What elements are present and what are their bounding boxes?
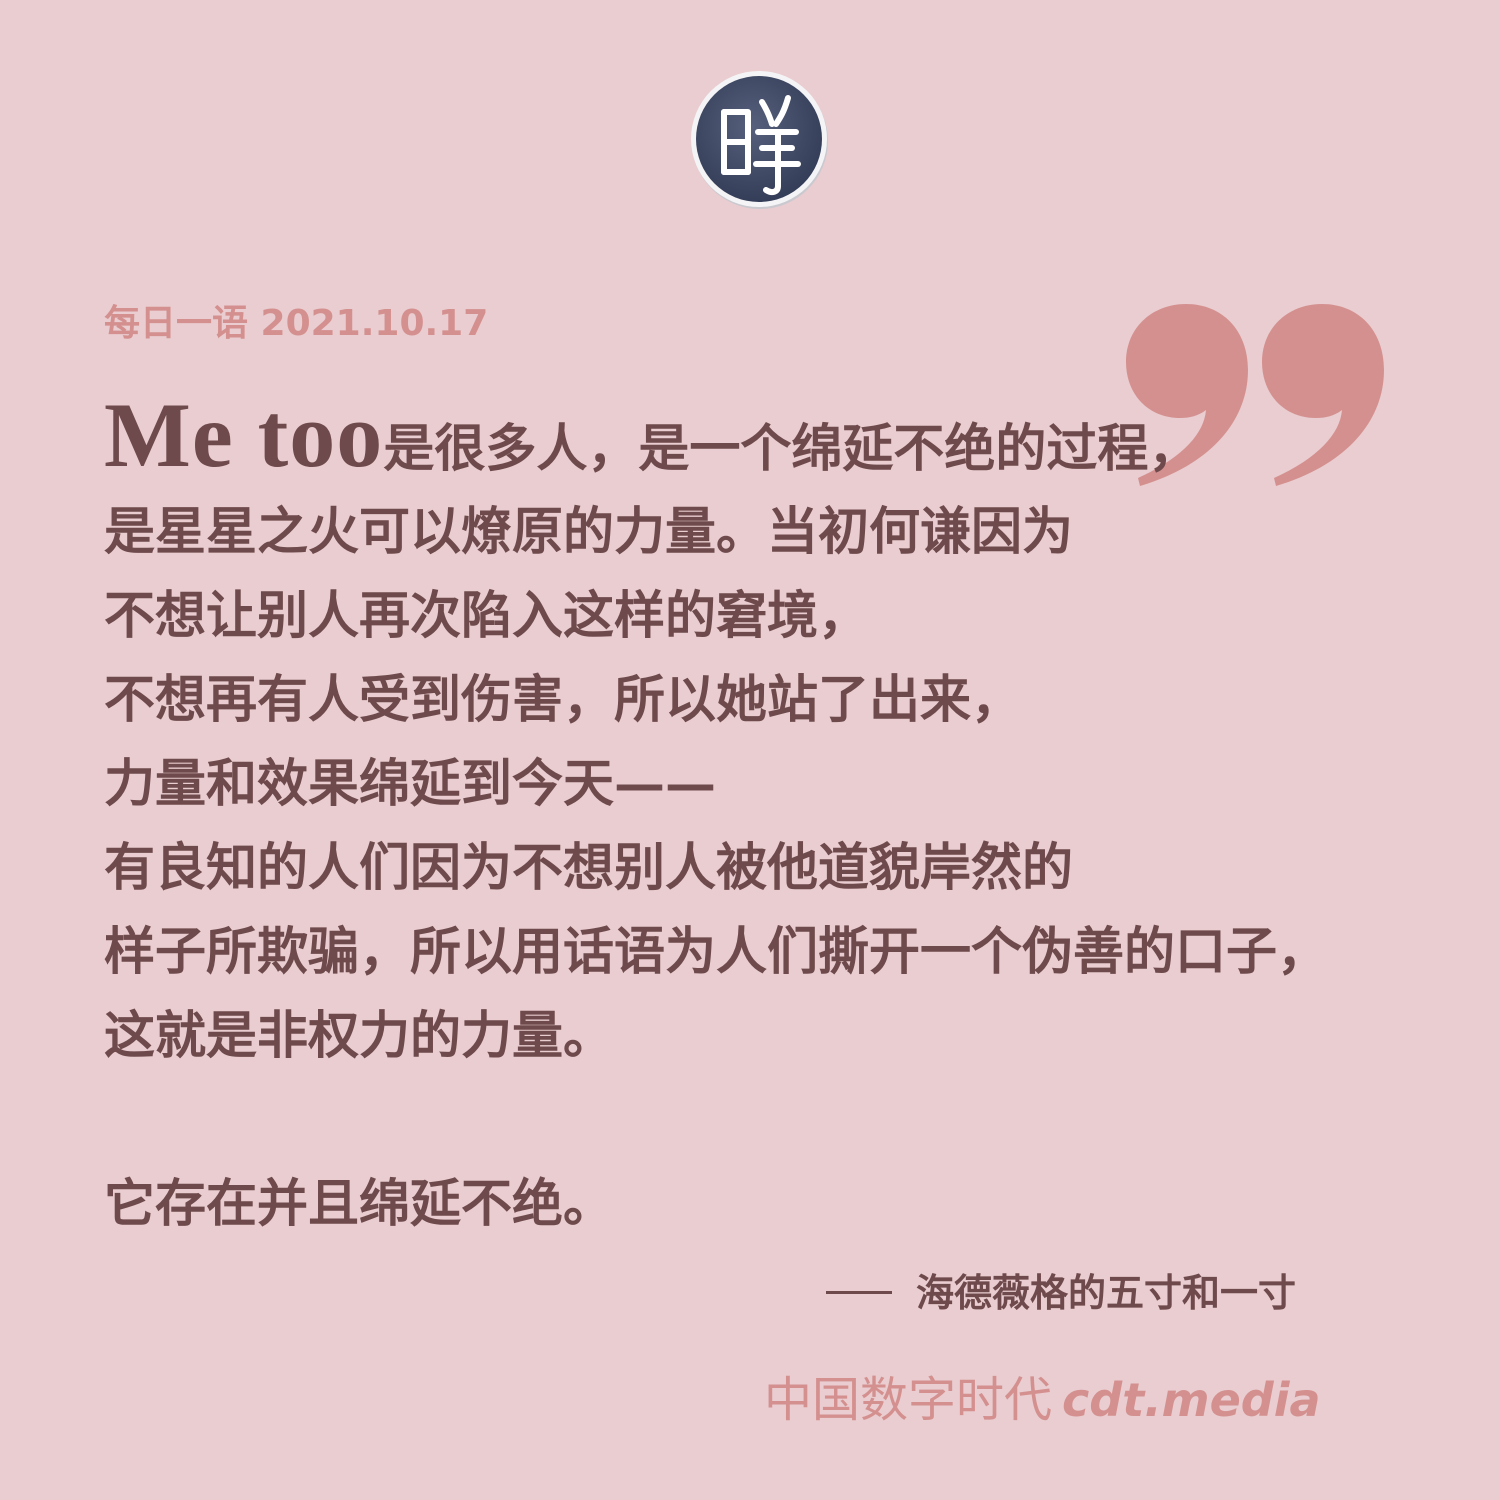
daily-quote-date: 每日一语 2021.10.17	[104, 303, 489, 344]
quote-line: 力量和效果绵延到今天——	[104, 754, 717, 814]
quote-line: 是星星之火可以燎原的力量。当初何谦因为	[104, 502, 1074, 562]
cdt-seal-logo	[688, 68, 830, 210]
brand-domain: cdt.media	[1062, 1373, 1321, 1427]
quote-line: 不想再有人受到伤害，所以她站了出来，	[104, 670, 1023, 730]
em-dash-rule	[826, 1291, 892, 1294]
brand-name: 中国数字时代	[764, 1372, 1053, 1428]
quote-line-rest: 是很多人，是一个绵延不绝的过程，	[383, 419, 1200, 479]
quote-line: Me too是很多人，是一个绵延不绝的过程，	[104, 380, 1444, 490]
quote-line: 样子所欺骗，所以用话语为人们撕开一个伪善的口子，	[104, 922, 1329, 982]
paragraph-gap	[104, 1078, 1444, 1162]
quote-attribution: 海德薇格的五寸和一寸	[826, 1262, 1296, 1317]
quote-line: 不想让别人再次陷入这样的窘境，	[104, 586, 870, 646]
seal-icon	[691, 71, 828, 209]
quote-text: Me too是很多人，是一个绵延不绝的过程， 是星星之火可以燎原的力量。当初何谦…	[104, 380, 1444, 1246]
quote-head: Me too	[104, 384, 384, 486]
quote-line: 这就是非权力的力量。	[104, 1006, 615, 1066]
quote-line: 有良知的人们因为不想别人被他道貌岸然的	[104, 838, 1074, 898]
closing-quote-icon	[1118, 300, 1390, 496]
quote-closing-line: 它存在并且绵延不绝。	[104, 1174, 615, 1234]
brand-footer: 中国数字时代 cdt.media	[764, 1360, 1321, 1430]
attribution-source: 海德薇格的五寸和一寸	[916, 1271, 1297, 1315]
